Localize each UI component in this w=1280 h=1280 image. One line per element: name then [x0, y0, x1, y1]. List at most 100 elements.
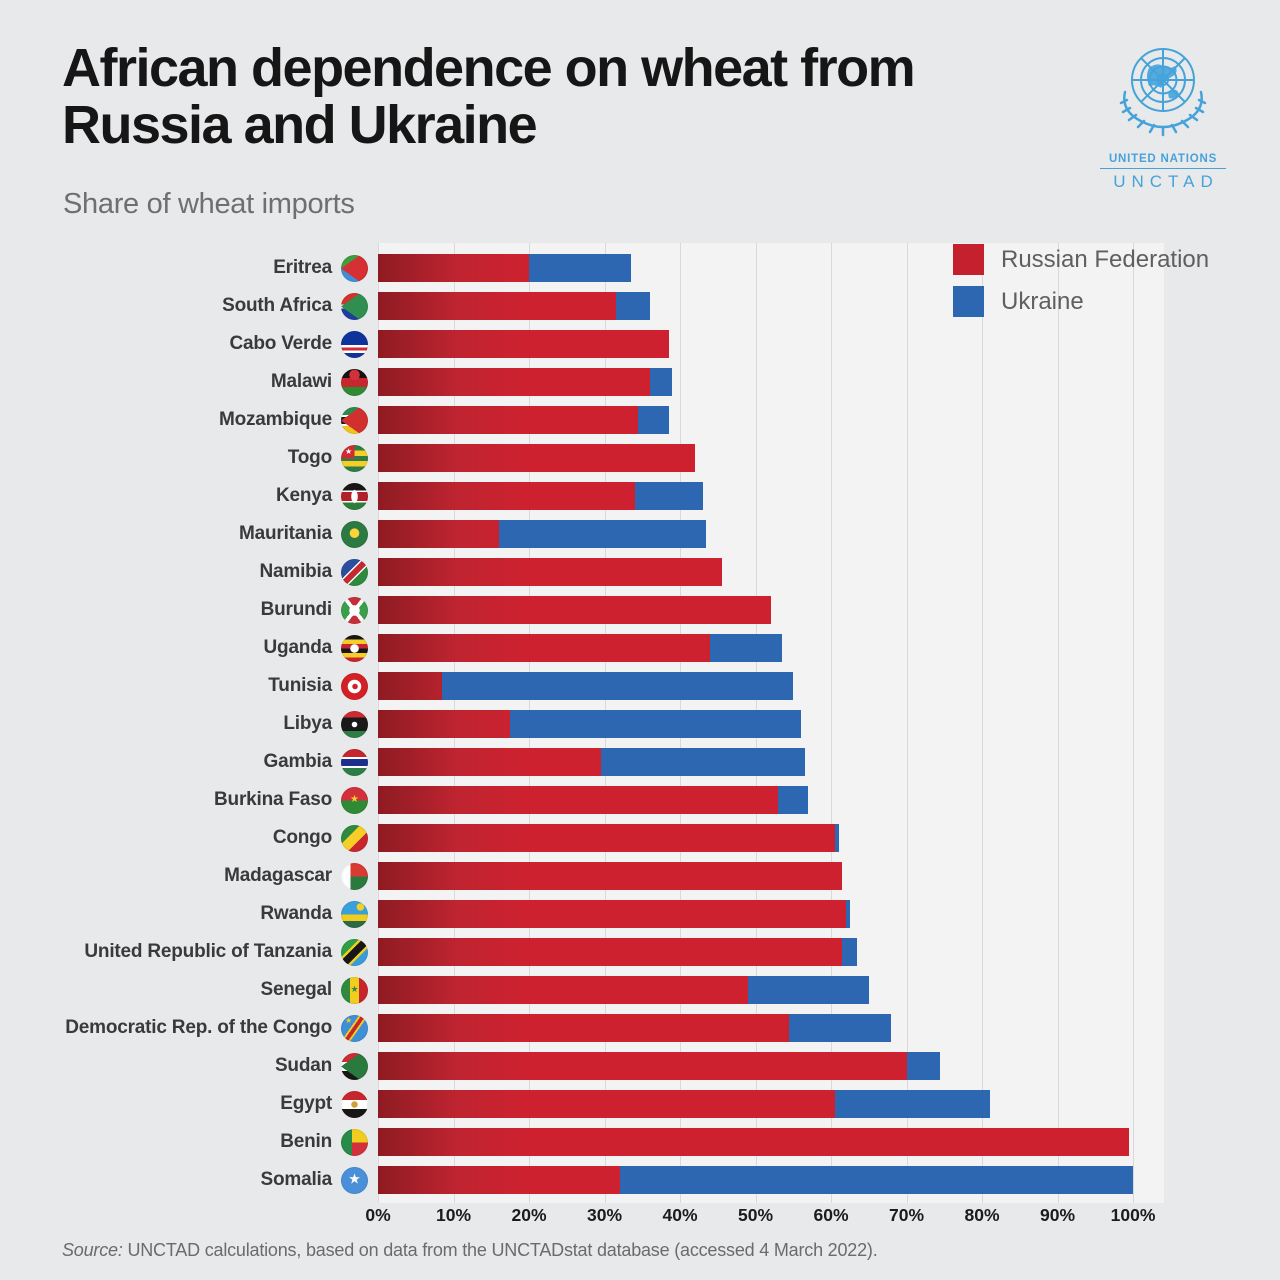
russia-bar-segment — [378, 254, 529, 282]
country-row: Mauritania — [62, 515, 1212, 553]
russia-bar-segment — [378, 862, 843, 890]
country-label: Rwanda — [260, 903, 332, 924]
sudan-flag-icon — [341, 1052, 368, 1080]
ukraine-bar-segment — [789, 1014, 892, 1042]
page-subtitle: Share of wheat imports — [63, 188, 355, 220]
x-tick-10: 10% — [435, 1205, 472, 1225]
country-row: Burkina Faso — [62, 781, 1212, 819]
source-prefix: Source: — [62, 1240, 123, 1260]
country-row: Burundi — [62, 591, 1212, 629]
bar-chart-rows: Eritrea South Africa Cabo Verde Malawi M — [62, 249, 1212, 1199]
country-label: Somalia — [260, 1169, 333, 1190]
ukraine-bar-segment — [442, 672, 794, 700]
russia-legend-swatch — [953, 244, 984, 275]
country-row: Sudan — [62, 1047, 1212, 1085]
russia-bar-segment — [378, 1166, 620, 1194]
russia-bar-segment — [378, 330, 669, 358]
bar-track — [378, 1090, 1133, 1118]
country-row: United Republic of Tanzania — [62, 933, 1212, 971]
russia-bar-segment — [378, 444, 696, 472]
country-label: Burundi — [260, 599, 333, 620]
ukraine-bar-segment — [498, 520, 707, 548]
country-row: Cabo Verde — [62, 325, 1212, 363]
bar-track — [378, 1014, 1133, 1042]
country-label: Senegal — [260, 979, 333, 1000]
russia-bar-segment — [378, 1052, 907, 1080]
ukraine-bar-segment — [747, 976, 869, 1004]
russia-bar-segment — [378, 1014, 790, 1042]
country-label: South Africa — [222, 295, 332, 316]
x-tick-80: 80% — [964, 1205, 1000, 1225]
unctad-logo: UNITED NATIONS UNCTAD — [1098, 40, 1228, 192]
title-line-1: African dependence on wheat from — [62, 38, 916, 98]
ukraine-bar-segment — [615, 292, 650, 320]
uganda-flag-icon — [341, 634, 368, 662]
x-tick-90: 90% — [1039, 1205, 1076, 1225]
country-row: Kenya — [62, 477, 1212, 515]
russia-bar-segment — [378, 748, 601, 776]
burundi-flag-icon — [341, 596, 368, 624]
mauritania-flag-icon — [341, 520, 368, 548]
country-row: Mozambique — [62, 401, 1212, 439]
togo-flag-icon — [341, 444, 368, 472]
russia-bar-segment — [378, 1090, 835, 1118]
country-label: Cabo Verde — [229, 333, 332, 354]
egypt-flag-icon — [341, 1090, 368, 1118]
senegal-flag-icon — [341, 976, 368, 1004]
tanzania-flag-icon — [341, 938, 368, 966]
legend-item-russia: Russian Federation — [953, 244, 1209, 275]
x-tick-70: 70% — [888, 1205, 925, 1225]
malawi-flag-icon — [341, 368, 368, 396]
ukraine-bar-segment — [906, 1052, 941, 1080]
country-label: Namibia — [259, 561, 332, 582]
ukraine-bar-segment — [600, 748, 805, 776]
country-label: Egypt — [280, 1093, 332, 1114]
gridline-60 — [831, 243, 832, 1203]
country-row: Congo — [62, 819, 1212, 857]
bar-track — [378, 786, 1133, 814]
russia-bar-segment — [378, 596, 771, 624]
x-tick-0: 0% — [365, 1205, 391, 1225]
ukraine-bar-segment — [529, 254, 631, 282]
country-label: Burkina Faso — [214, 789, 332, 810]
somalia-flag-icon — [341, 1166, 368, 1194]
russia-legend-label: Russian Federation — [1001, 245, 1210, 273]
bar-track — [378, 824, 1133, 852]
caboverde-flag-icon — [341, 330, 368, 358]
bar-track — [378, 444, 1133, 472]
mozambique-flag-icon — [341, 406, 368, 434]
russia-bar-segment — [378, 406, 639, 434]
country-label: Kenya — [275, 485, 332, 506]
bar-track — [378, 330, 1133, 358]
country-row: Libya — [62, 705, 1212, 743]
bar-track — [378, 710, 1133, 738]
country-label: Mauritania — [238, 523, 332, 544]
bar-track — [378, 1128, 1133, 1156]
bar-track — [378, 634, 1133, 662]
russia-bar-segment — [378, 938, 843, 966]
country-row: Madagascar — [62, 857, 1212, 895]
gridline-100 — [1133, 243, 1134, 1203]
bar-track — [378, 254, 1133, 282]
legend-item-ukraine: Ukraine — [953, 286, 1209, 317]
bar-track — [378, 938, 1133, 966]
chart-legend: Russian Federation Ukraine — [953, 244, 1209, 328]
gridline-80 — [982, 243, 983, 1203]
bar-track — [378, 596, 1133, 624]
russia-bar-segment — [378, 520, 499, 548]
ukraine-bar-segment — [510, 710, 801, 738]
un-emblem-icon — [1119, 48, 1207, 137]
country-label: Congo — [272, 827, 332, 848]
country-row: Rwanda — [62, 895, 1212, 933]
ukraine-bar-segment — [638, 406, 669, 434]
russia-bar-segment — [378, 976, 748, 1004]
country-row: Malawi — [62, 363, 1212, 401]
tunisia-flag-icon — [341, 672, 368, 700]
congo-flag-icon — [341, 824, 368, 852]
country-row: Togo — [62, 439, 1212, 477]
madagascar-flag-icon — [341, 862, 368, 890]
country-label: Benin — [280, 1131, 332, 1152]
country-label: Sudan — [274, 1055, 332, 1076]
country-label: Eritrea — [273, 257, 332, 278]
